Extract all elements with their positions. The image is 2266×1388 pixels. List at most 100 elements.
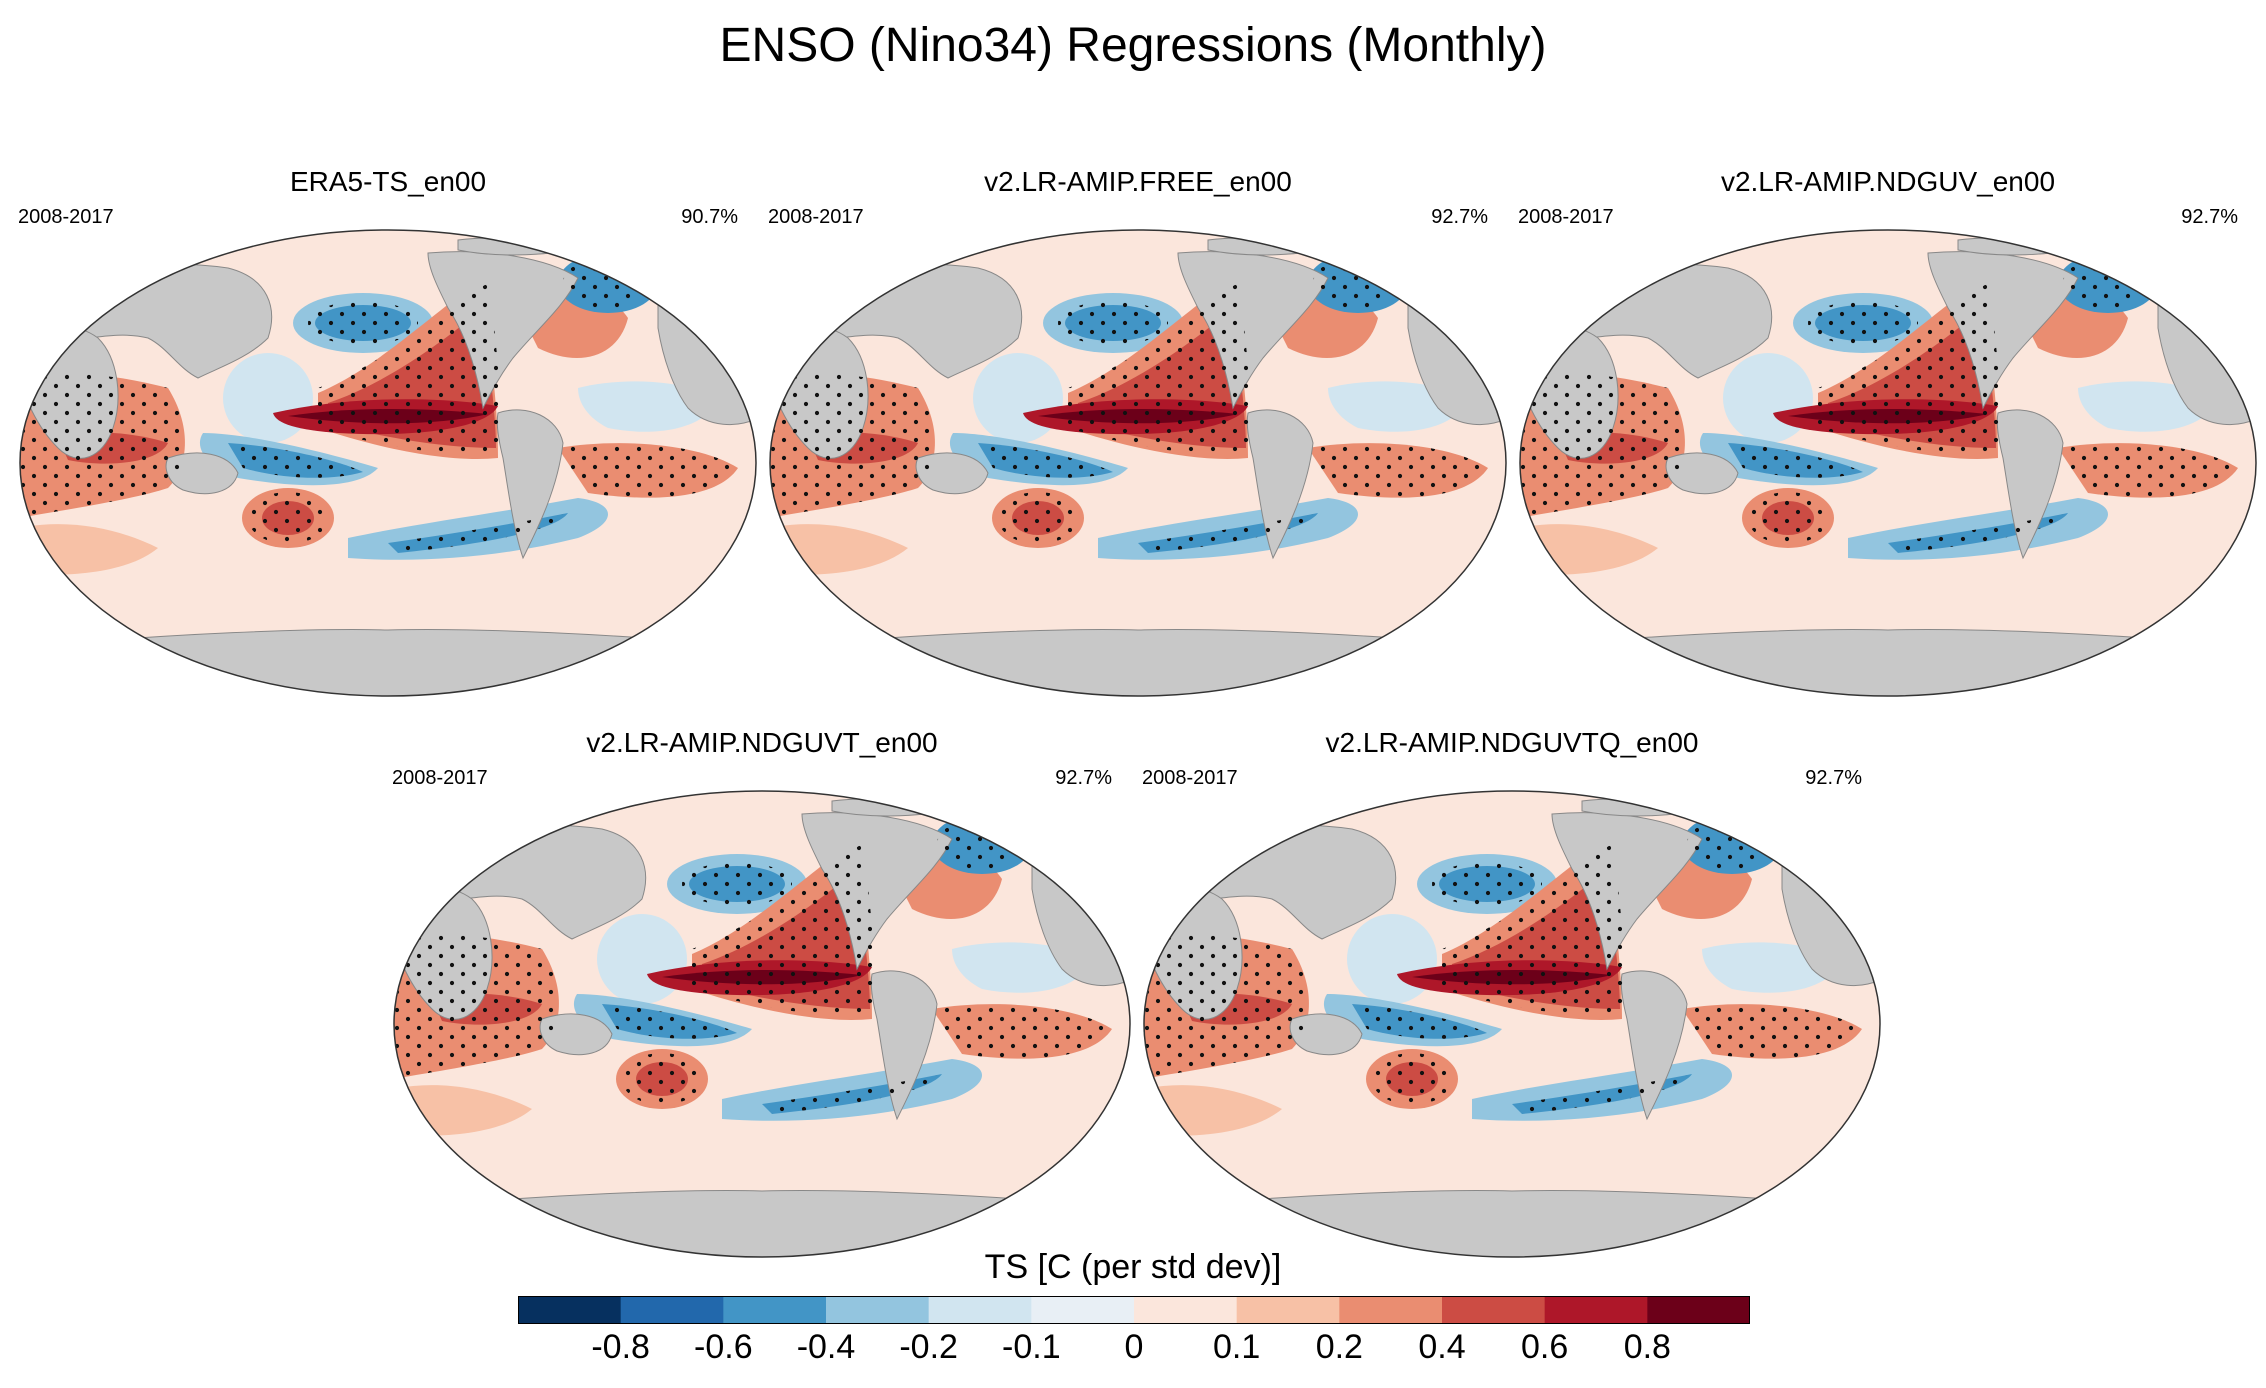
map-content: [20, 230, 756, 696]
regression-map: [393, 790, 1131, 1258]
stipple-labrador-sea: [1687, 818, 1777, 870]
west-pacific-cool-region: [223, 353, 313, 443]
map-outline: [1143, 790, 1881, 1258]
south-america-land: [870, 970, 938, 1121]
regression-map: [1519, 229, 2257, 697]
panel-3: v2.LR-AMIP.NDGUV_en00 2008-2017 92.7%: [1518, 166, 2258, 706]
stipple-south-pacific-cool: [228, 443, 363, 478]
colorbar-tick-label: 0.1: [1213, 1328, 1261, 1366]
colorbar-segment: [1236, 1296, 1340, 1324]
panel-4: v2.LR-AMIP.NDGUVT_en00 2008-2017 92.7%: [392, 727, 1132, 1267]
stipple-south-atlantic: [932, 1004, 1112, 1059]
stipple-indian-ocean: [1144, 934, 1309, 1079]
stipple-east-pacific: [318, 283, 500, 454]
panel-1: ERA5-TS_en00 2008-2017 90.7%: [18, 166, 758, 706]
greenland-arctic-land: [831, 798, 954, 817]
map-content: [1144, 791, 1880, 1257]
greenland-arctic-land: [1957, 237, 2080, 256]
colorbar-tick-label: 0.8: [1623, 1328, 1671, 1366]
stipple-southern-ocean: [1888, 513, 2068, 553]
map-outline: [393, 790, 1131, 1258]
stipple-south-pacific-cool: [978, 443, 1113, 478]
stipple-southern-ocean: [1512, 1074, 1692, 1114]
west-pacific-cool-region: [597, 914, 687, 1004]
stipple-north-pacific: [1808, 301, 1918, 345]
stipple-east-pacific: [1818, 283, 2000, 454]
antarctica-land: [20, 629, 756, 696]
north-america-land: [1177, 251, 1329, 410]
panel-title: v2.LR-AMIP.NDGUV_en00: [1720, 166, 2056, 197]
colorbar-tick-label: -0.6: [694, 1328, 753, 1366]
stipple-east-pacific: [1068, 283, 1250, 454]
panel-period: 2008-2017: [392, 767, 488, 789]
stipple-south-pacific-cool: [1728, 443, 1863, 478]
colorbar-segment: [1031, 1296, 1135, 1324]
stipple-indian-ocean: [20, 373, 185, 518]
stipple-southern-ocean: [1138, 513, 1318, 553]
map-content: [1520, 230, 2256, 696]
stipple-south-pacific-warm: [1748, 492, 1828, 544]
greenland-arctic-land: [1581, 798, 1704, 817]
panel-percent: 92.7%: [2181, 206, 2238, 228]
north-america-land: [427, 251, 579, 410]
west-pacific-cool-region: [1723, 353, 1813, 443]
colorbar-tick-label: 0: [1124, 1328, 1144, 1366]
colorbar-tick-label: 0.6: [1521, 1328, 1569, 1366]
map-content: [770, 230, 1506, 696]
panel-title: v2.LR-AMIP.FREE_en00: [984, 166, 1292, 197]
colorbar-segment: [1544, 1296, 1648, 1324]
colorbar-tick-label: -0.1: [1002, 1328, 1061, 1366]
panel-5: v2.LR-AMIP.NDGUVTQ_en00 2008-2017 92.7%: [1142, 727, 1882, 1267]
panel-title: v2.LR-AMIP.NDGUVT_en00: [586, 727, 938, 758]
greenland-arctic-land: [457, 237, 580, 256]
stipple-indian-ocean: [1520, 373, 1685, 518]
stipple-south-pacific-warm: [998, 492, 1078, 544]
stipple-south-atlantic: [1308, 443, 1488, 498]
west-pacific-cool-region: [1347, 914, 1437, 1004]
north-america-land: [1927, 251, 2079, 410]
stipple-north-pacific: [1058, 301, 1168, 345]
stipple-southern-ocean: [388, 513, 568, 553]
colorbar-tick-label: 0.4: [1418, 1328, 1466, 1366]
north-america-land: [801, 812, 953, 971]
colorbar-border: [518, 1296, 1750, 1324]
stipple-south-pacific-warm: [622, 1053, 702, 1105]
map-outline: [769, 229, 1507, 697]
colorbar-segment: [1134, 1296, 1238, 1324]
regression-map: [19, 229, 757, 697]
stipple-indian-ocean: [394, 934, 559, 1079]
stipple-south-pacific-cool: [1352, 1004, 1487, 1039]
figure-title: ENSO (Nino34) Regressions (Monthly): [719, 19, 1547, 72]
colorbar-segment: [1339, 1296, 1443, 1324]
colorbar-segment: [1647, 1296, 1750, 1324]
greenland-arctic-land: [1207, 237, 1330, 256]
stipple-labrador-sea: [1313, 257, 1403, 309]
stipple-labrador-sea: [563, 257, 653, 309]
stipple-south-atlantic: [2058, 443, 2238, 498]
north-america-land: [1551, 812, 1703, 971]
panel-period: 2008-2017: [1518, 206, 1614, 228]
colorbar-segment: [518, 1296, 622, 1324]
stipple-labrador-sea: [2063, 257, 2153, 309]
panel-title: v2.LR-AMIP.NDGUVTQ_en00: [1325, 727, 1699, 758]
antarctica-land: [1520, 629, 2256, 696]
regression-map: [769, 229, 1507, 697]
map-outline: [1519, 229, 2257, 697]
colorbar-segment: [1442, 1296, 1546, 1324]
stipple-south-atlantic: [1682, 1004, 1862, 1059]
antarctica-land: [770, 629, 1506, 696]
stipple-east-pacific: [692, 844, 874, 1015]
stipple-north-pacific: [1432, 862, 1542, 906]
stipple-east-pacific: [1442, 844, 1624, 1015]
panel-percent: 92.7%: [1055, 767, 1112, 789]
panel-percent: 92.7%: [1431, 206, 1488, 228]
south-america-land: [1620, 970, 1688, 1121]
colorbar-tick-label: -0.2: [899, 1328, 958, 1366]
stipple-southern-ocean: [762, 1074, 942, 1114]
stipple-south-pacific-warm: [248, 492, 328, 544]
regression-map: [1143, 790, 1881, 1258]
south-america-land: [496, 409, 564, 560]
south-america-land: [1996, 409, 2064, 560]
panel-2: v2.LR-AMIP.FREE_en00 2008-2017 92.7%: [768, 166, 1508, 706]
colorbar-segment: [723, 1296, 827, 1324]
